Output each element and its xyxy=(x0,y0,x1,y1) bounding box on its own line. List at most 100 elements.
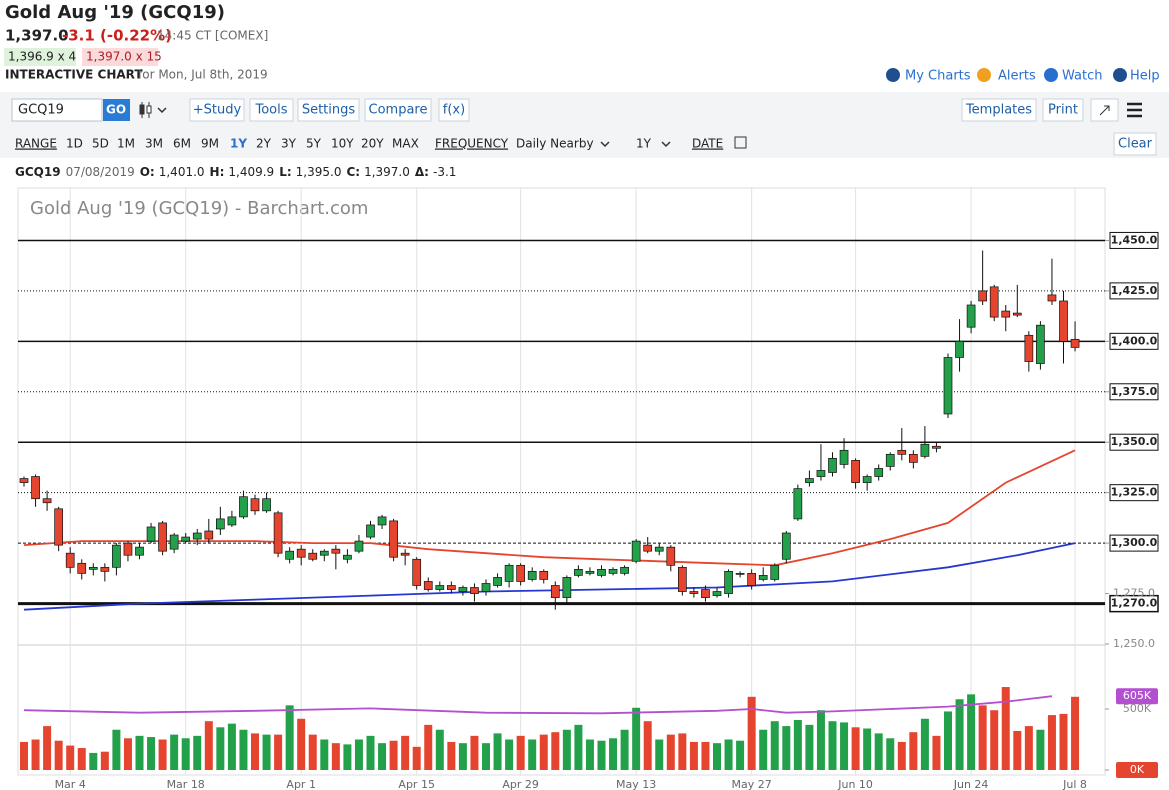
volume-bar xyxy=(43,726,52,770)
candle-body xyxy=(978,290,988,302)
volume-bar xyxy=(366,735,375,770)
volume-bar xyxy=(990,710,999,770)
y-tick-box xyxy=(1109,332,1159,350)
volume-bar xyxy=(643,721,652,770)
range-option[interactable]: 5Y xyxy=(306,137,322,151)
volume-bar xyxy=(920,718,929,770)
volume-bar xyxy=(1024,726,1033,770)
header-link[interactable]: Help xyxy=(1130,69,1160,84)
quote-item-label: L: xyxy=(279,165,291,179)
candle-body xyxy=(712,591,722,596)
chart-type-icon[interactable] xyxy=(139,102,167,118)
candle-body xyxy=(839,449,849,465)
volume-bar xyxy=(516,735,525,770)
volume-bar xyxy=(412,746,421,770)
range-option[interactable]: 2Y xyxy=(256,137,272,151)
quote-item-label: H: xyxy=(210,165,225,179)
candle-body xyxy=(250,498,260,512)
symbol-input[interactable] xyxy=(11,98,103,122)
range-option[interactable]: 10Y xyxy=(331,137,354,151)
header-link[interactable]: Alerts xyxy=(998,69,1036,84)
volume-bar xyxy=(585,739,594,770)
header-link[interactable]: Watch xyxy=(1062,69,1102,84)
range-option[interactable]: MAX xyxy=(392,137,419,151)
date-label[interactable]: DATE xyxy=(692,137,723,151)
volume-bar xyxy=(620,729,629,770)
candle-body xyxy=(262,498,271,512)
range-option[interactable]: 3M xyxy=(145,137,163,151)
candle-body xyxy=(504,564,514,582)
candle-body xyxy=(377,516,387,526)
volume-bar xyxy=(978,705,987,770)
clear-button[interactable] xyxy=(1113,132,1157,156)
toolbar-button[interactable] xyxy=(249,98,294,122)
quote-item-value: 1,401.0 xyxy=(159,165,205,179)
toolbar-button[interactable] xyxy=(961,98,1037,122)
range-option[interactable]: 5D xyxy=(92,137,109,151)
volume-bar xyxy=(239,729,248,770)
range-option[interactable]: 1M xyxy=(117,137,135,151)
toolbar-button[interactable] xyxy=(364,98,432,122)
candle-body xyxy=(781,532,791,560)
candle-body xyxy=(574,568,583,576)
frequency-label: FREQUENCY xyxy=(435,137,509,151)
candle-body xyxy=(308,552,318,560)
volume-bar xyxy=(147,737,156,770)
volume-bar xyxy=(562,729,571,770)
go-button[interactable] xyxy=(103,99,130,121)
range-option[interactable]: 9M xyxy=(201,137,219,151)
candle-body xyxy=(158,522,167,552)
candle-body xyxy=(562,577,572,598)
frequency-select[interactable]: Daily Nearby xyxy=(516,137,594,151)
volume-bar xyxy=(528,739,537,770)
y-tick-label: 1,400.0 xyxy=(1111,334,1158,347)
symbol-input-text: GCQ19 xyxy=(18,103,64,118)
chart-date: for Mon, Jul 8th, 2019 xyxy=(138,68,268,82)
range-option[interactable]: 20Y xyxy=(361,137,384,151)
x-tick-label: May 13 xyxy=(616,778,656,790)
volume-bar xyxy=(632,707,641,770)
level-label: 1,270.0 xyxy=(1111,597,1158,610)
link-icon xyxy=(1044,68,1058,82)
candle-body xyxy=(42,498,52,504)
candle-body xyxy=(343,554,352,560)
candle-body xyxy=(447,585,456,590)
candle-body xyxy=(608,568,618,574)
volume-tick-label: 500K xyxy=(1123,702,1152,715)
range-option[interactable]: 6M xyxy=(173,137,191,151)
volume-bar xyxy=(1071,696,1080,770)
toolbar-button[interactable] xyxy=(438,98,470,122)
candle-body xyxy=(331,548,341,554)
volume-bar xyxy=(793,719,802,770)
candle-body xyxy=(955,340,964,358)
candle-body xyxy=(701,589,710,598)
x-tick-label: Jun 24 xyxy=(953,778,989,790)
calendar-icon xyxy=(734,136,747,149)
range-option[interactable]: 1Y xyxy=(230,137,247,151)
toolbar-button-text: Settings xyxy=(302,103,356,118)
toolbar-button[interactable] xyxy=(297,98,360,122)
toolbar-button-text: Tools xyxy=(254,103,287,118)
expand-icon xyxy=(1099,105,1110,116)
candle-body xyxy=(181,536,191,542)
toolbar-button-text: +Study xyxy=(193,103,242,118)
candle-body xyxy=(1001,310,1011,318)
y-tick-label: 1,250.0 xyxy=(1113,637,1155,650)
volume-bar xyxy=(724,739,733,770)
range-option[interactable]: 3Y xyxy=(281,137,297,151)
candle-body xyxy=(354,540,364,552)
volume-average-label: 605K xyxy=(1123,689,1152,702)
candle-body xyxy=(296,548,306,558)
candle-body xyxy=(527,571,537,580)
period-select[interactable]: 1Y xyxy=(636,137,652,151)
range-option[interactable]: 1D xyxy=(66,137,83,151)
toolbar-button[interactable] xyxy=(1042,98,1084,122)
x-tick-label: Mar 4 xyxy=(55,778,86,790)
volume-bar xyxy=(713,743,721,770)
menu-icon[interactable] xyxy=(1127,102,1142,118)
candle-body xyxy=(793,488,803,520)
chart: Mar 4 Mar 18 Apr 1 Apr 15 Apr 29 May 13 May 27… xyxy=(18,188,1159,790)
header-link[interactable]: My Charts xyxy=(905,69,971,84)
toolbar-button[interactable] xyxy=(189,98,245,122)
